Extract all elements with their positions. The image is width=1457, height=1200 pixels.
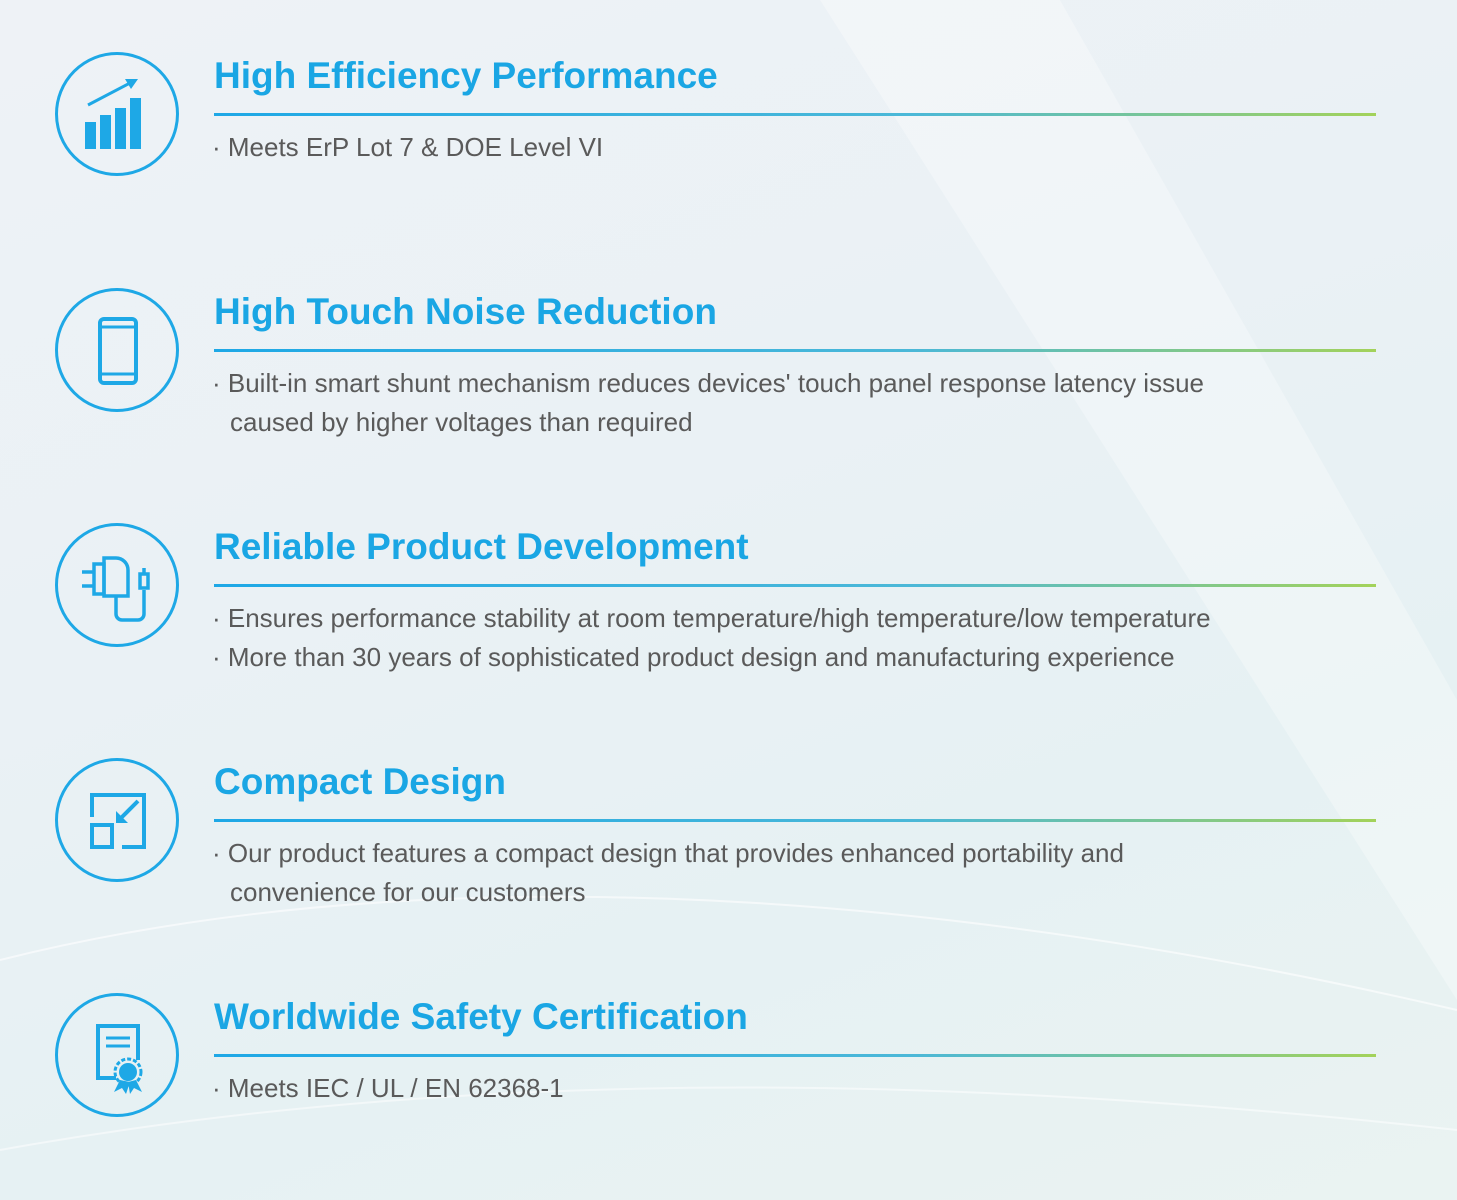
feature-compact-design: Compact Design · Our product features a …	[0, 758, 1457, 958]
feature-bullet: · Our product features a compact design …	[212, 838, 1124, 868]
feature-bullet: · Meets IEC / UL / EN 62368-1	[212, 1073, 564, 1103]
divider	[214, 113, 1376, 116]
feature-title: Reliable Product Development	[214, 526, 749, 567]
certificate-icon	[55, 993, 179, 1117]
feature-high-efficiency: High Efficiency Performance · Meets ErP …	[0, 52, 1457, 252]
bar-chart-growth-icon	[55, 52, 179, 176]
feature-title: Worldwide Safety Certification	[214, 996, 748, 1037]
background-curve	[0, 895, 1457, 1011]
feature-title: High Touch Noise Reduction	[214, 291, 717, 332]
feature-title: High Efficiency Performance	[214, 55, 718, 96]
divider	[214, 584, 1376, 587]
feature-bullet: · More than 30 years of sophisticated pr…	[212, 642, 1175, 672]
feature-bullet-continuation: convenience for our customers	[230, 877, 586, 907]
feature-touch-noise: High Touch Noise Reduction · Built-in sm…	[0, 288, 1457, 488]
compact-resize-icon	[55, 758, 179, 882]
feature-safety-certification: Worldwide Safety Certification · Meets I…	[0, 993, 1457, 1193]
divider	[214, 819, 1376, 822]
background-highlight	[820, 0, 1457, 1000]
power-adapter-icon	[55, 523, 179, 647]
divider	[214, 1054, 1376, 1057]
background-curve	[0, 1086, 1457, 1151]
feature-bullet: · Ensures performance stability at room …	[212, 603, 1211, 633]
feature-bullet: · Meets ErP Lot 7 & DOE Level VI	[212, 132, 604, 162]
divider	[214, 349, 1376, 352]
feature-title: Compact Design	[214, 761, 506, 802]
feature-bullet: · Built-in smart shunt mechanism reduces…	[212, 368, 1204, 398]
feature-reliable-development: Reliable Product Development · Ensures p…	[0, 523, 1457, 723]
feature-bullet-continuation: caused by higher voltages than required	[230, 407, 693, 437]
smartphone-icon	[55, 288, 179, 412]
